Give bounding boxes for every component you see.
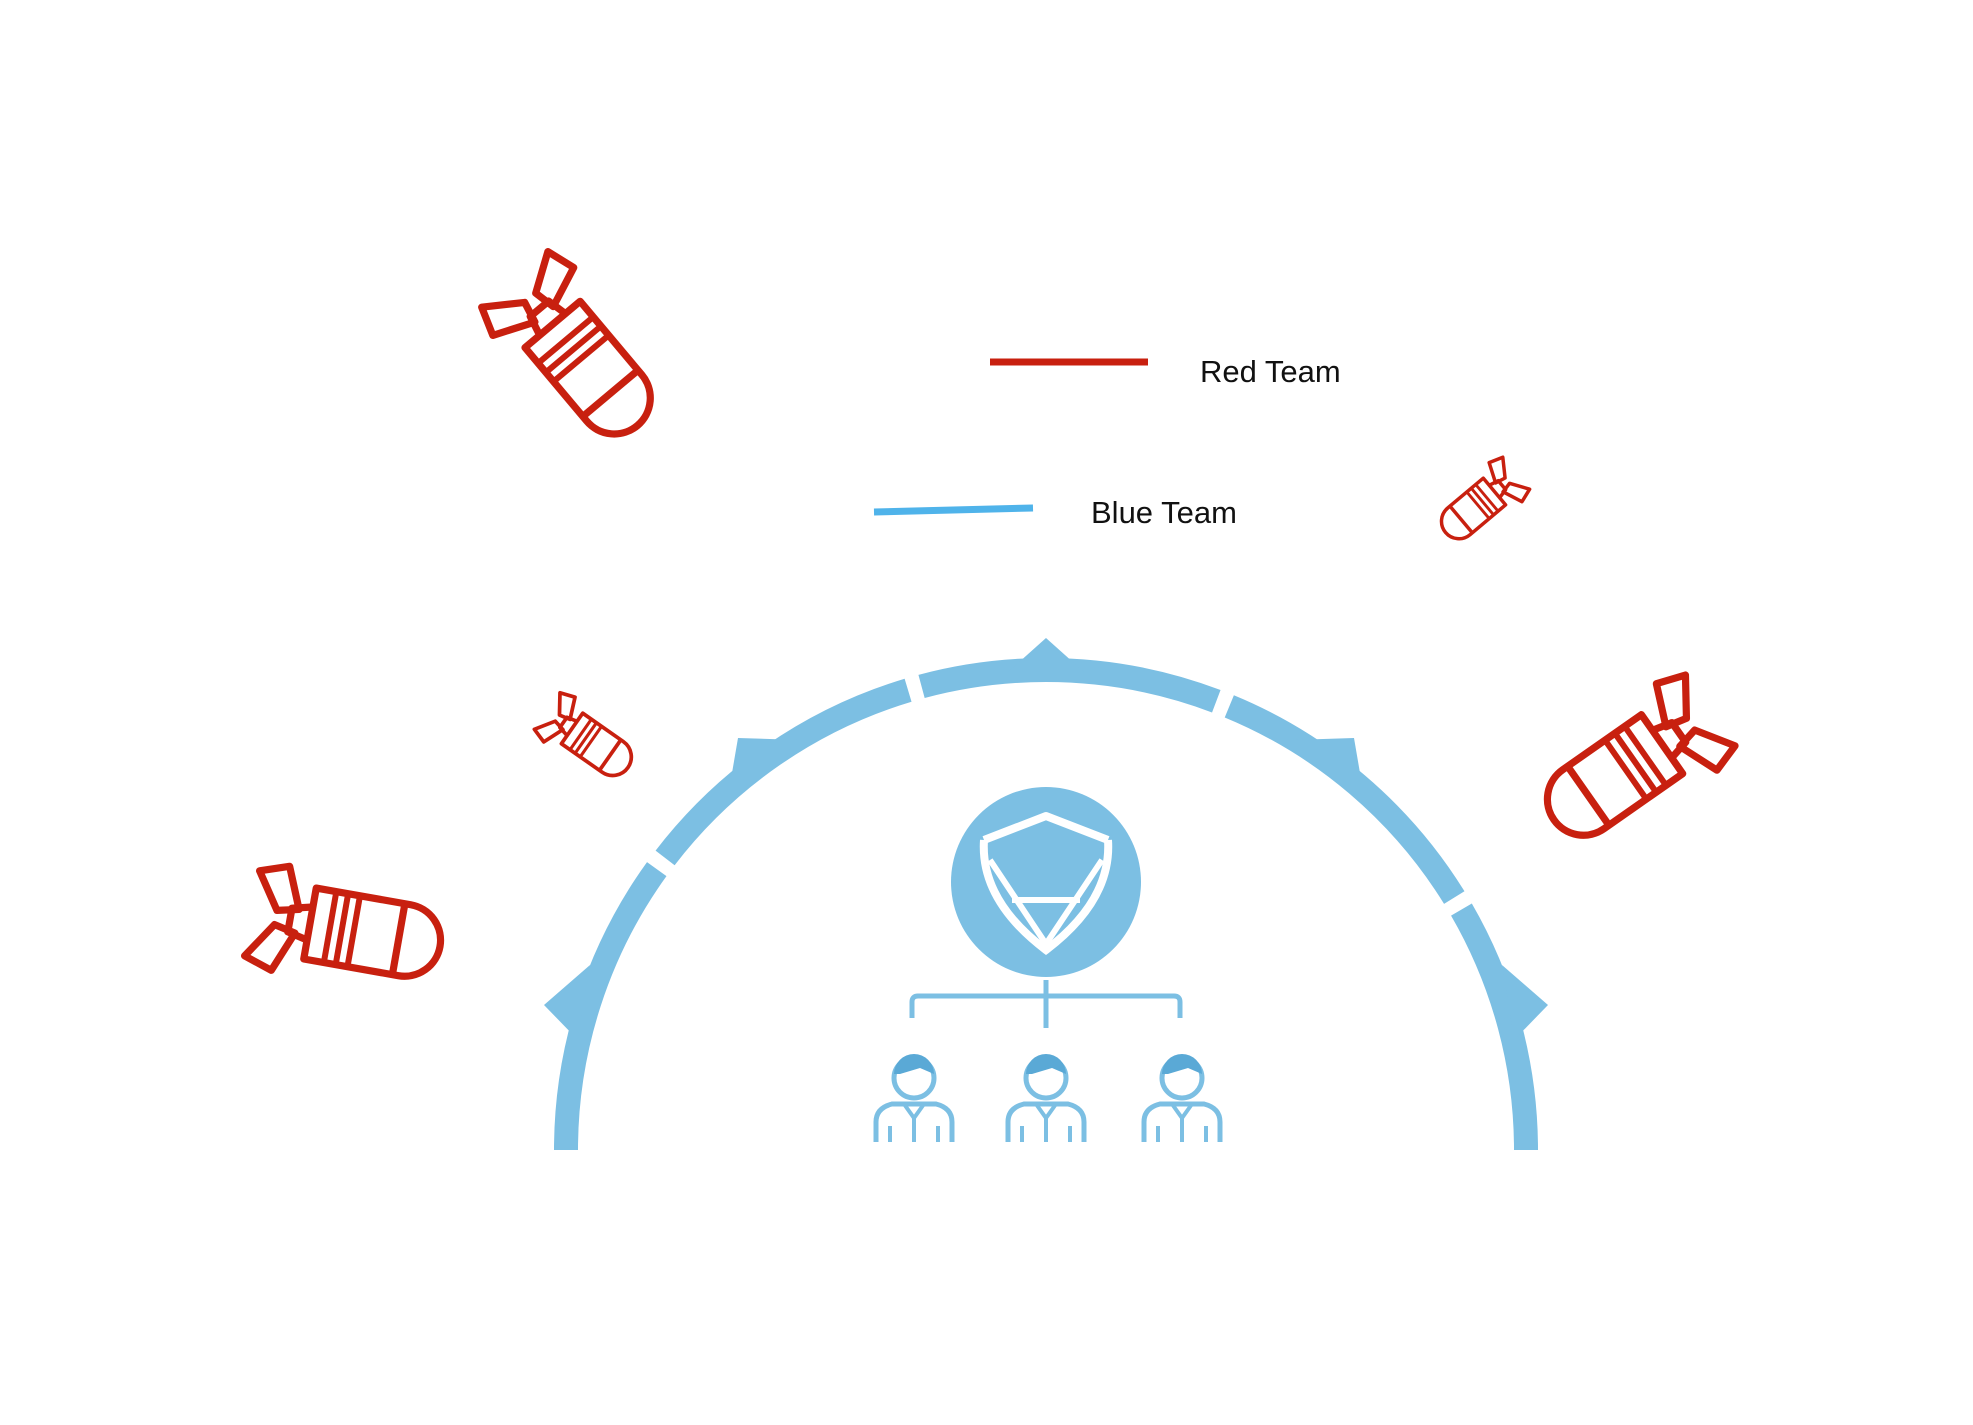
- shield-dome: [544, 638, 1548, 1151]
- bomb-icon: [1427, 451, 1535, 554]
- dome-spike: [1502, 965, 1548, 1040]
- bomb-icon: [1524, 667, 1741, 863]
- person-icon: [1144, 1054, 1220, 1142]
- dome-spike: [544, 965, 590, 1040]
- bomb-icon: [474, 245, 678, 459]
- person-icon: [876, 1054, 952, 1142]
- legend-label-red-team: Red Team: [1200, 354, 1341, 389]
- dome-spike: [726, 738, 800, 808]
- dome-spike: [1292, 738, 1366, 808]
- team-connector: [909, 980, 1183, 1028]
- bomb-icon: [529, 686, 646, 792]
- legend-swatch-blue-team: [873, 504, 1034, 516]
- person-icon: [1008, 1054, 1084, 1142]
- dome-spike: [1008, 638, 1084, 672]
- legend-label-blue-team: Blue Team: [1091, 495, 1237, 530]
- defense-emblem-icon: [951, 787, 1141, 977]
- bomb-icon: [243, 861, 449, 998]
